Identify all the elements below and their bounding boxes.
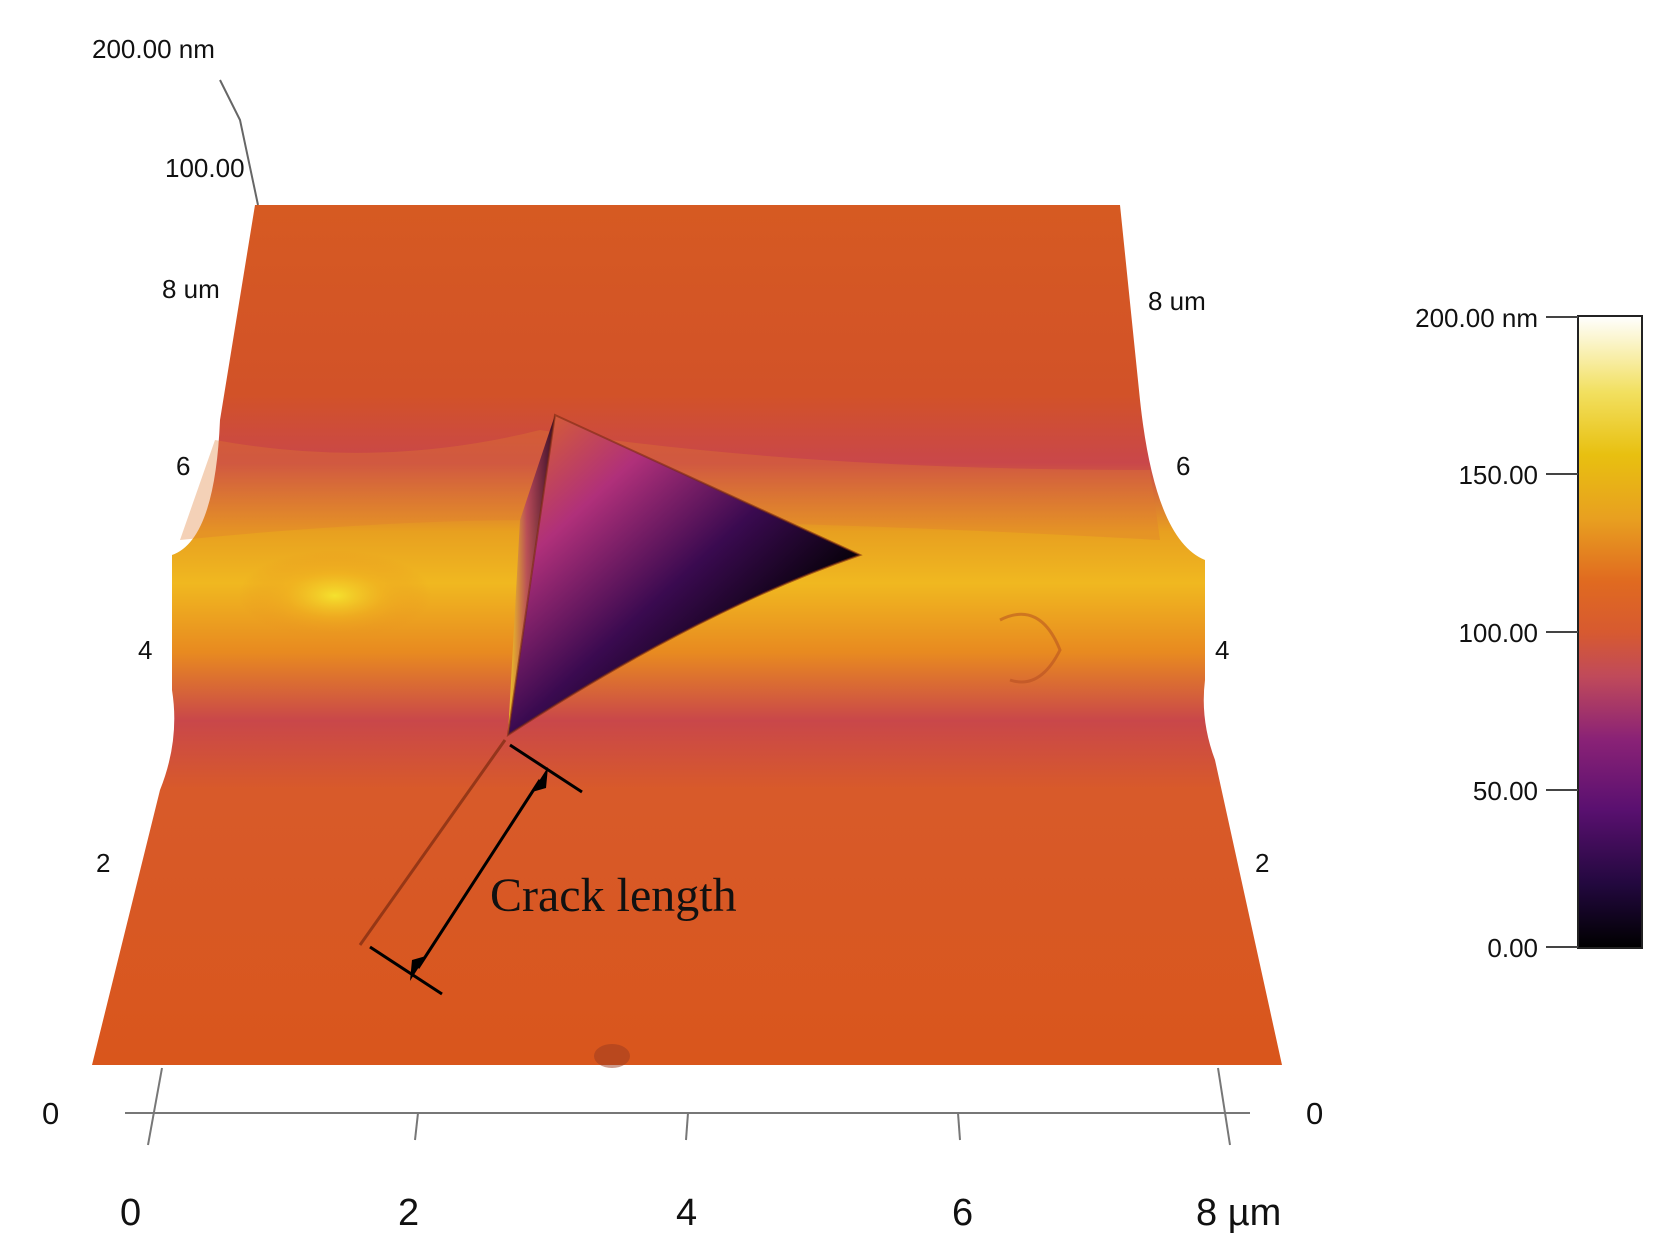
surface-body [92,205,1282,1065]
colorbar [1388,295,1678,970]
x-axis [125,1067,1250,1146]
colorbar-label-50: 50.00 [1472,776,1538,806]
crack-length-label: Crack length [490,869,737,922]
right-y-tick-2: 2 [1255,848,1270,878]
crack-arrow-head-bottom [410,956,426,981]
x-tick-4: 4 [676,1192,698,1234]
x-tick-mark-4 [685,1112,689,1141]
right-y-tick-8: 8 um [1148,286,1206,316]
crack-line [358,739,507,946]
indent-pit [508,415,860,735]
surface-bump [594,1044,630,1068]
left-y-tick-2: 2 [96,848,111,878]
crack-arrow-cap-bottom [369,945,443,996]
x-axis-left-edge [147,1067,163,1146]
crack-arrow-cap-top [509,743,583,794]
right-y-tick-4: 4 [1215,635,1230,665]
x-tick-6: 6 [952,1192,974,1234]
crack-arrow-shaft [416,779,542,969]
surface-blemish [999,612,1062,684]
right-y-tick-0: 0 [1306,1096,1324,1131]
surface [92,205,1282,1068]
z-axis-leader [219,79,259,206]
colorbar-label-0: 0.00 [1487,933,1538,963]
left-y-tick-8: 8 um [162,274,220,304]
colorbar-gradient [1577,315,1643,949]
ridge-glow [172,520,560,700]
x-tick-8: 8 µm [1196,1192,1282,1234]
x-tick-0: 0 [120,1192,142,1234]
x-tick-2: 2 [398,1192,420,1234]
colorbar-label-150: 150.00 [1458,460,1538,490]
left-y-tick-4: 4 [138,635,153,665]
left-y-tick-6: 6 [176,451,191,481]
z-axis-max-label: 200.00 nm [92,34,215,64]
x-axis-right-edge [1217,1067,1231,1146]
left-y-tick-0: 0 [42,1096,60,1131]
z-axis-mid-label: 100.00 [165,153,245,183]
crack-arrow-head-top [532,767,548,792]
x-tick-mark-6 [957,1112,961,1141]
x-tick-mark-2 [414,1112,419,1141]
colorbar-label-100: 100.00 [1458,618,1538,648]
colorbar-label-200: 200.00 nm [1415,303,1538,333]
indent-edge [506,413,863,738]
crack-length-annotation [369,743,583,996]
right-y-tick-6: 6 [1176,451,1191,481]
